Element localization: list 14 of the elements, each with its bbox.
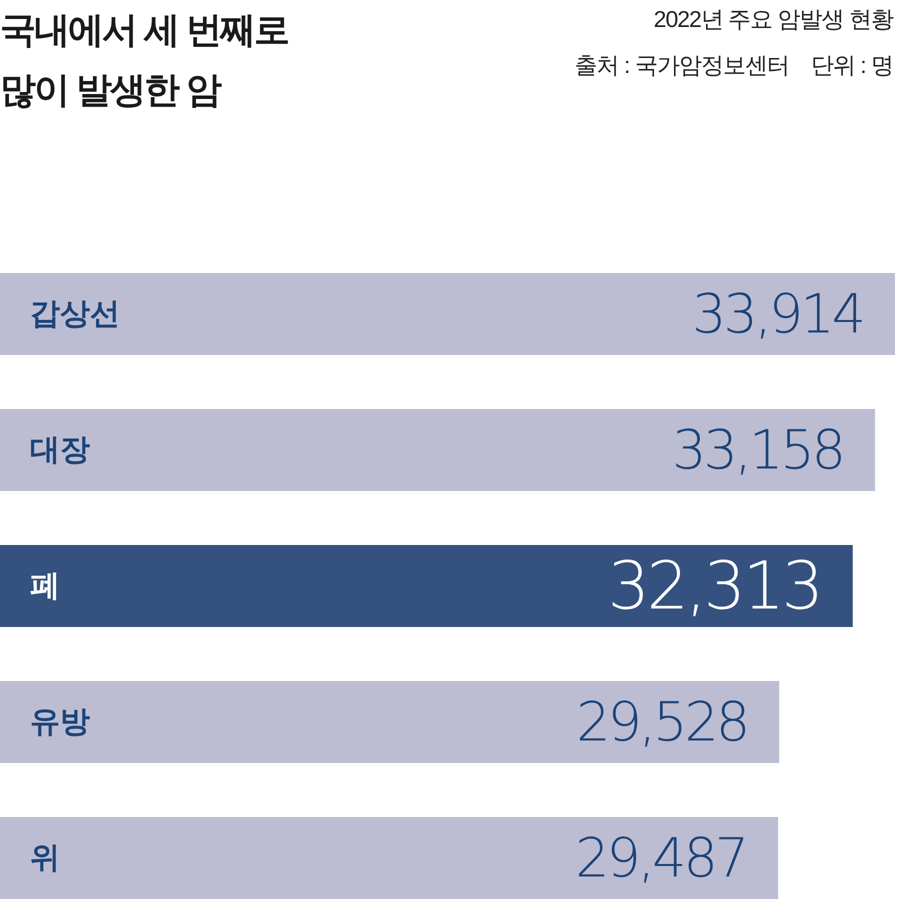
data-label: 29,487 [575,826,746,890]
y-tick-label: 유방 [30,706,90,738]
data-label: 33,914 [692,282,863,346]
source-note: 출처 : 국가암정보센터 [574,52,789,78]
y-tick-label: 갑상선 [30,298,120,330]
data-label: 32,313 [608,548,821,624]
y-tick-label: 위 [30,842,60,874]
data-label: 33,158 [672,418,844,482]
data-label: 29,528 [576,690,748,754]
chart-subtitle: 2022년 주요 암발생 현황 [654,5,893,34]
y-tick-label: 폐 [30,570,60,602]
text: 단위 : 명 [810,52,893,78]
chart-title: 국내에서 세 번째로 많이 발생한 암 [0,8,290,112]
y-tick-label: 대장 [30,434,90,466]
